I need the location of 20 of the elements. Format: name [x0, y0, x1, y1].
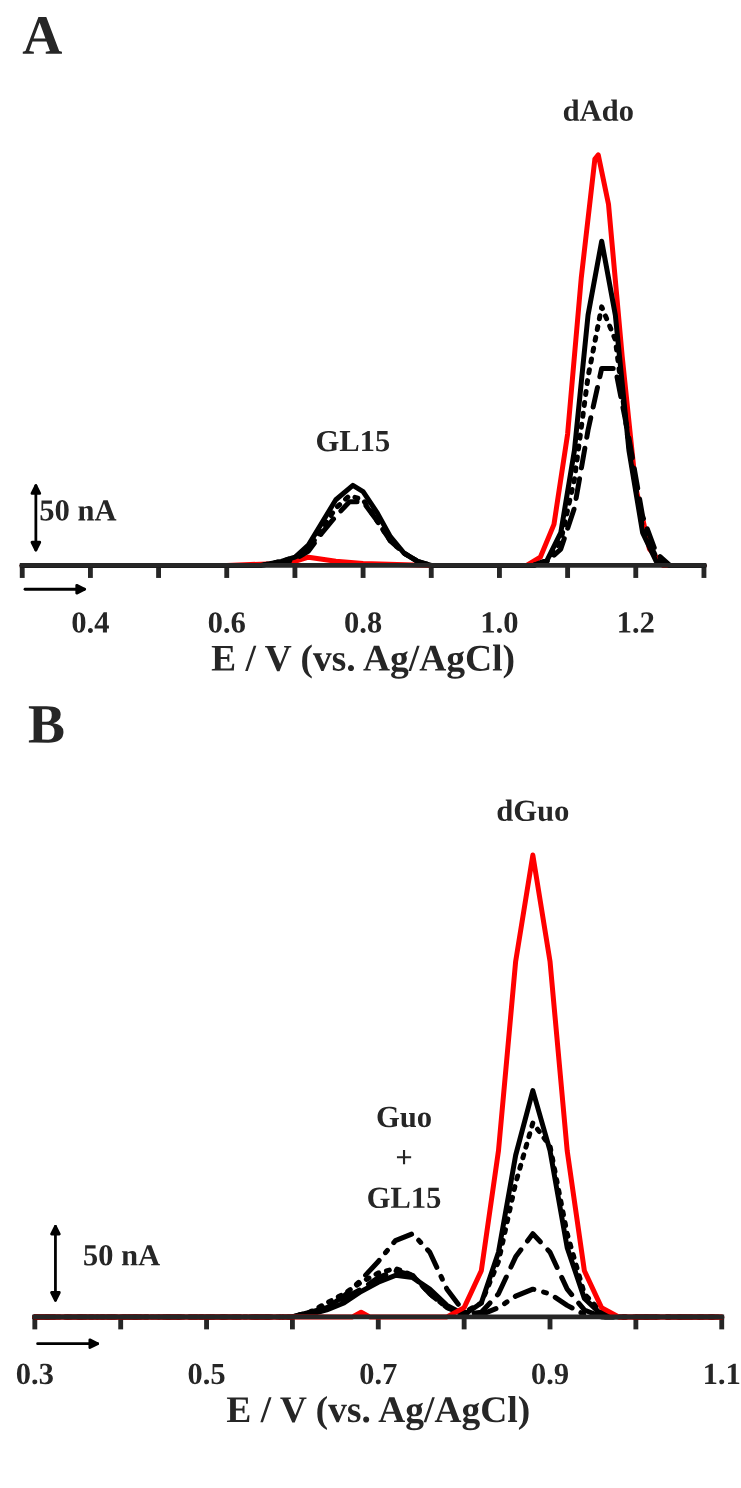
x-tick-label: 1.1 — [705, 1363, 740, 1385]
x-tick-label: 0.7 — [360, 1363, 397, 1385]
x-tick-label: 1.0 — [482, 612, 518, 633]
x-tick-label: 0.3 — [16, 1363, 53, 1385]
x-tick-label: 0.5 — [188, 1363, 225, 1385]
annotation: dGuo — [497, 799, 569, 822]
x-axis-title: E / V (vs. Ag/AgCl) — [211, 644, 514, 679]
text: A — [22, 16, 62, 54]
annotation: 50 nA — [84, 1244, 160, 1266]
text: B — [28, 706, 64, 743]
annotation: 50 nA — [40, 500, 117, 521]
x-tick-label: 0.9 — [532, 1363, 568, 1385]
x-tick-label: 1.2 — [619, 612, 654, 633]
annotation: dAdo — [563, 99, 633, 121]
x-tick-label: 0.6 — [208, 612, 245, 633]
x-axis-title: E / V (vs. Ag/AgCl) — [226, 1395, 529, 1431]
annotation: Guo + GL15 — [368, 1106, 441, 1209]
x-tick-label: 0.8 — [345, 612, 382, 633]
annotation: GL15 — [317, 430, 390, 452]
x-tick-label: 0.4 — [72, 612, 109, 633]
